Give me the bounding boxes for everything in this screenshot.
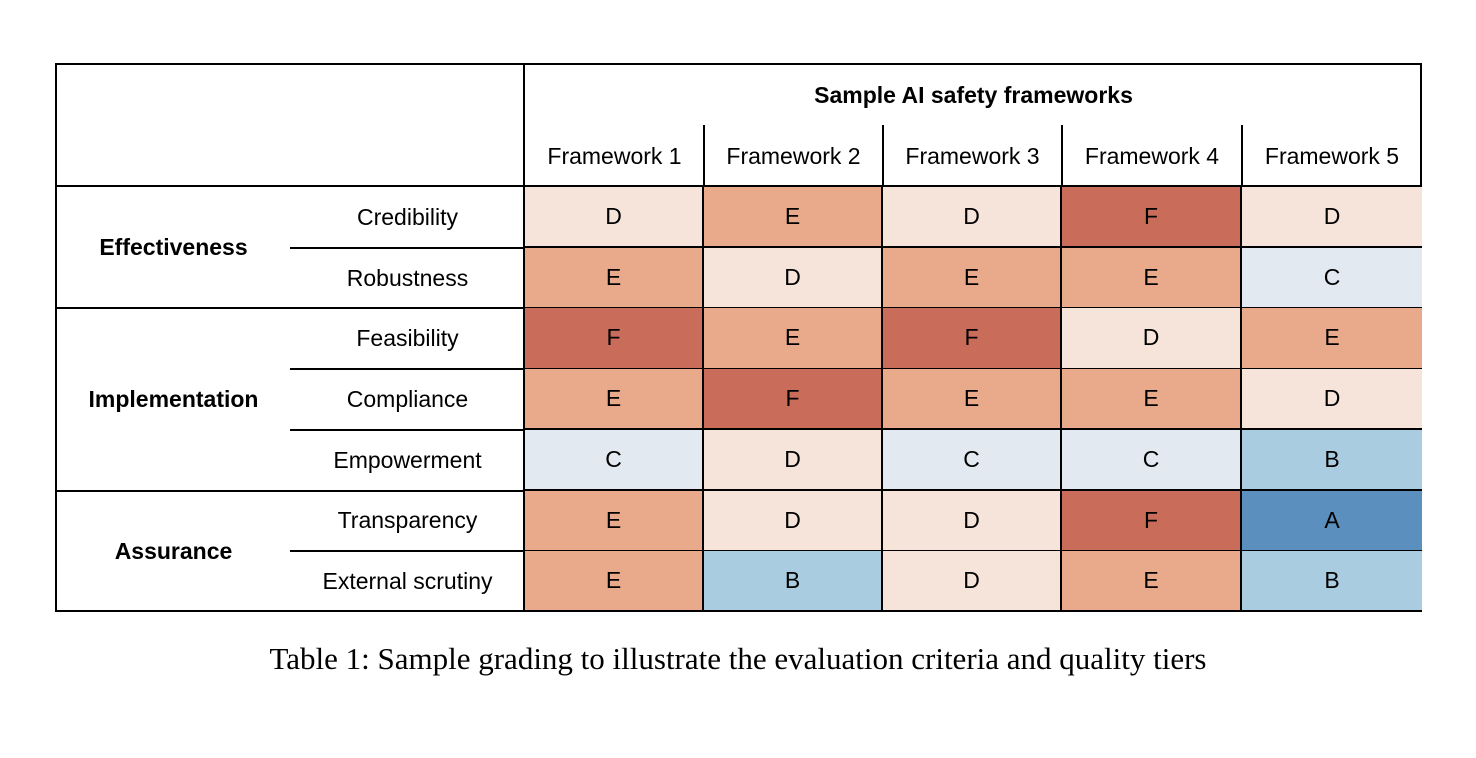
- criterion-label: Empowerment: [333, 446, 482, 473]
- grade-cell: B: [704, 551, 883, 613]
- table-caption: Table 1: Sample grading to illustrate th…: [269, 641, 1207, 676]
- grade-cell: D: [704, 490, 883, 552]
- grade-cell: D: [525, 187, 704, 249]
- grade-cell: E: [1062, 551, 1242, 613]
- criterion-label: Robustness: [346, 264, 469, 291]
- framework-header: Framework 2: [726, 142, 861, 169]
- grade-cell: F: [1062, 490, 1242, 552]
- criterion-label: Transparency: [337, 507, 478, 534]
- header-column-divider: [1061, 125, 1063, 187]
- grade-cell: E: [704, 187, 883, 249]
- grade-cell: D: [1242, 187, 1422, 249]
- grade-cell: E: [525, 247, 704, 309]
- row-divider: [290, 550, 525, 553]
- grade-cell: F: [1062, 187, 1242, 249]
- grade-cell: F: [883, 308, 1062, 370]
- row-divider: [290, 368, 525, 371]
- grade-cell: D: [704, 429, 883, 491]
- grade-cell: E: [704, 308, 883, 370]
- grading-table: Sample AI safety frameworks Framework 1 F…: [55, 63, 1422, 613]
- group-label: Implementation: [88, 385, 259, 412]
- header-column-divider: [1241, 125, 1243, 187]
- framework-header: Framework 5: [1264, 142, 1400, 169]
- grade-cell: D: [1062, 308, 1242, 370]
- grade-cell: E: [1062, 247, 1242, 309]
- header-column-divider: [882, 125, 884, 187]
- header-column-divider: [703, 125, 705, 187]
- criterion-label: Feasibility: [356, 325, 459, 352]
- grade-cell: E: [883, 369, 1062, 431]
- row-divider: [290, 246, 525, 249]
- grade-cell: F: [525, 308, 704, 370]
- header-divider: [57, 185, 1420, 187]
- framework-header: Framework 4: [1084, 142, 1220, 169]
- grade-cell: F: [704, 369, 883, 431]
- grade-cell: D: [883, 187, 1062, 249]
- row-divider: [290, 428, 525, 431]
- grade-cell: C: [1062, 429, 1242, 491]
- grade-cell: E: [525, 490, 704, 552]
- group-label: Effectiveness: [99, 234, 248, 261]
- framework-header: Framework 1: [547, 142, 682, 169]
- grade-cell: A: [1242, 490, 1422, 552]
- grade-cell: C: [1242, 247, 1422, 309]
- grade-cell: D: [883, 551, 1062, 613]
- grade-cell: C: [525, 429, 704, 491]
- grade-cell: E: [883, 247, 1062, 309]
- group-label: Assurance: [114, 537, 233, 564]
- grade-cell: E: [1242, 308, 1422, 370]
- grade-cell: E: [1062, 369, 1242, 431]
- grade-cell: D: [1242, 369, 1422, 431]
- label-column-divider: [523, 65, 525, 610]
- criterion-label: Credibility: [357, 203, 458, 230]
- framework-header: Framework 3: [905, 142, 1040, 169]
- grade-cell: B: [1242, 551, 1422, 613]
- grade-cell: E: [525, 369, 704, 431]
- grade-cell: E: [525, 551, 704, 613]
- grade-cell: B: [1242, 429, 1422, 491]
- grade-cell: C: [883, 429, 1062, 491]
- grade-cell: D: [704, 247, 883, 309]
- criterion-label: Compliance: [346, 385, 469, 412]
- criterion-label: External scrutiny: [322, 568, 493, 595]
- table-header-title: Sample AI safety frameworks: [814, 81, 1133, 108]
- grade-cell: D: [883, 490, 1062, 552]
